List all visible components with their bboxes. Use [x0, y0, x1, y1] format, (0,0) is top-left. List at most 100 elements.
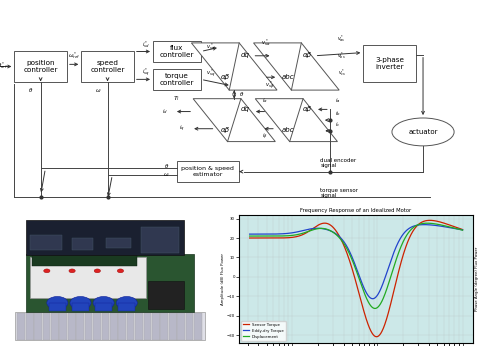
Bar	[17, 313, 25, 340]
Bar	[161, 313, 168, 340]
Bar	[152, 313, 160, 340]
Text: actuator: actuator	[408, 129, 438, 135]
Sensor Torque	[427, 218, 433, 222]
Circle shape	[43, 269, 50, 273]
Eddy-dry Torque	[389, 255, 395, 259]
Line: Displacement: Displacement	[250, 223, 463, 308]
Bar	[34, 313, 42, 340]
Eddy-dry Torque	[247, 232, 252, 236]
Polygon shape	[191, 43, 277, 90]
Text: $v_{sd}^*$: $v_{sd}^*$	[206, 41, 215, 52]
Circle shape	[70, 297, 91, 309]
Sensor Torque	[302, 232, 307, 236]
Text: $\omega_{ref}^*$: $\omega_{ref}^*$	[68, 51, 80, 61]
Text: $\theta_{ref}^*$: $\theta_{ref}^*$	[0, 60, 8, 71]
Bar	[15, 312, 205, 340]
Text: position
controller: position controller	[23, 60, 58, 73]
Bar	[81, 52, 134, 82]
Text: $i_d$: $i_d$	[162, 107, 167, 116]
Bar	[72, 303, 89, 311]
Eddy-dry Torque	[460, 228, 466, 232]
Bar	[49, 303, 66, 311]
Displacement	[284, 234, 290, 238]
Bar	[153, 41, 201, 62]
Bar	[153, 69, 201, 90]
Displacement	[247, 234, 252, 238]
Text: flux
controller: flux controller	[160, 45, 194, 58]
Text: $v_{as}^*$: $v_{as}^*$	[337, 33, 346, 44]
Bar	[51, 313, 59, 340]
Bar	[59, 313, 67, 340]
Bar	[106, 238, 131, 248]
Bar	[72, 238, 93, 251]
Bar	[169, 313, 176, 340]
Text: dual encoder
signal: dual encoder signal	[320, 158, 357, 169]
Sensor Torque	[343, 248, 349, 253]
Text: $v_{sq}^*$: $v_{sq}^*$	[206, 68, 215, 80]
Text: $i_b$: $i_b$	[335, 109, 340, 118]
Text: $v_{s\beta}^*$: $v_{s\beta}^*$	[265, 80, 275, 92]
Sensor Torque	[247, 236, 252, 240]
Bar	[26, 313, 33, 340]
Displacement	[302, 231, 307, 235]
Text: $\theta$: $\theta$	[28, 86, 34, 94]
Text: $i_a$: $i_a$	[335, 97, 340, 105]
Displacement	[424, 221, 430, 225]
Polygon shape	[253, 43, 339, 90]
Bar	[177, 161, 239, 182]
Eddy-dry Torque	[284, 231, 290, 236]
Circle shape	[94, 269, 100, 273]
Circle shape	[69, 269, 75, 273]
Bar	[143, 313, 152, 340]
Text: $T_l$: $T_l$	[174, 94, 180, 103]
Displacement	[407, 228, 413, 233]
Text: $i_\alpha$: $i_\alpha$	[262, 97, 268, 105]
Bar	[26, 254, 194, 312]
Bar	[95, 303, 112, 311]
Circle shape	[93, 297, 114, 309]
Sensor Torque	[407, 234, 413, 238]
Bar	[110, 313, 118, 340]
Y-axis label: Amplitude (dB) Flux Power: Amplitude (dB) Flux Power	[221, 253, 225, 304]
Text: $i_q$: $i_q$	[179, 124, 185, 134]
Displacement	[343, 245, 349, 249]
Bar	[148, 281, 184, 309]
Text: $i_{sq}^*$: $i_{sq}^*$	[142, 67, 150, 79]
Legend: Sensor Torque, Eddy-dry Torque, Displacement: Sensor Torque, Eddy-dry Torque, Displace…	[241, 321, 285, 340]
Bar	[85, 313, 92, 340]
Bar	[185, 313, 194, 340]
Text: abc: abc	[282, 74, 294, 80]
Circle shape	[116, 297, 137, 309]
Text: dq: dq	[240, 52, 249, 58]
Text: αβ: αβ	[302, 52, 312, 58]
Text: αβ: αβ	[221, 74, 230, 80]
Eddy-dry Torque	[370, 297, 376, 301]
Eddy-dry Torque	[373, 295, 379, 300]
Bar	[30, 235, 62, 251]
Text: $v_{s\alpha}^*$: $v_{s\alpha}^*$	[261, 37, 270, 48]
Bar	[14, 52, 67, 82]
Bar	[127, 313, 134, 340]
Eddy-dry Torque	[421, 222, 427, 227]
Bar	[194, 313, 202, 340]
Bar	[76, 313, 84, 340]
Eddy-dry Torque	[302, 228, 307, 232]
Bar	[119, 313, 126, 340]
Text: $i_{sd}^*$: $i_{sd}^*$	[142, 40, 150, 51]
Line: Sensor Torque: Sensor Torque	[250, 220, 463, 337]
Sensor Torque	[389, 296, 395, 300]
Y-axis label: Phase Angle (degree) Flux Power: Phase Angle (degree) Flux Power	[475, 246, 478, 311]
Text: $\theta$: $\theta$	[164, 162, 170, 170]
Displacement	[460, 228, 466, 232]
Text: αβ: αβ	[302, 107, 312, 112]
Line: Eddy-dry Torque: Eddy-dry Torque	[250, 225, 463, 299]
Sensor Torque	[374, 335, 380, 339]
Text: $v_{cs}^*$: $v_{cs}^*$	[337, 67, 346, 78]
Eddy-dry Torque	[343, 243, 349, 247]
Text: speed
controller: speed controller	[90, 60, 125, 73]
Bar	[363, 45, 416, 82]
Text: dq: dq	[240, 107, 249, 112]
Sensor Torque	[372, 334, 378, 338]
Bar	[32, 255, 137, 266]
Bar	[141, 227, 179, 253]
